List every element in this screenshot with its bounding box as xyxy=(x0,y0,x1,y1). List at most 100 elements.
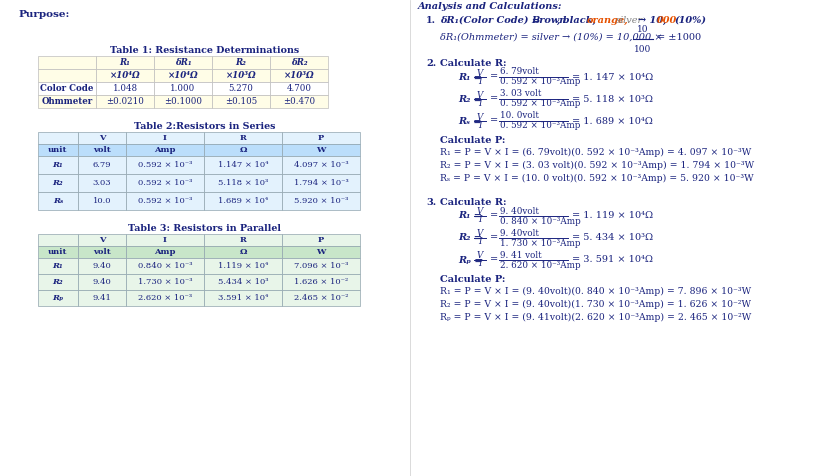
Bar xyxy=(204,132,282,144)
Bar xyxy=(96,69,154,82)
Text: 4.097 × 10⁻³: 4.097 × 10⁻³ xyxy=(294,161,348,169)
Text: 5.434 × 10³: 5.434 × 10³ xyxy=(218,278,268,286)
Text: Table 1: Resistance Determinations: Table 1: Resistance Determinations xyxy=(111,46,299,55)
Text: I: I xyxy=(163,134,167,142)
Text: V: V xyxy=(477,90,483,99)
Bar xyxy=(282,258,360,274)
Text: 2.: 2. xyxy=(426,59,436,68)
Text: P: P xyxy=(318,236,324,244)
Text: 3.03: 3.03 xyxy=(92,179,111,187)
Bar xyxy=(126,174,204,192)
Text: 1.794 × 10⁻³: 1.794 × 10⁻³ xyxy=(294,179,348,187)
Text: 1.147 × 10⁴: 1.147 × 10⁴ xyxy=(218,161,268,169)
Text: 3. 03 volt: 3. 03 volt xyxy=(500,89,541,99)
Bar xyxy=(96,56,154,69)
Text: 0. 592 × 10⁻³Amp: 0. 592 × 10⁻³Amp xyxy=(500,78,580,87)
Bar xyxy=(282,144,360,156)
Text: V: V xyxy=(99,236,106,244)
Bar xyxy=(282,234,360,246)
Text: Analysis and Calculations:: Analysis and Calculations: xyxy=(418,2,563,11)
Text: I: I xyxy=(478,77,482,86)
Text: 1.689 × 10⁴: 1.689 × 10⁴ xyxy=(218,197,268,205)
Bar xyxy=(282,246,360,258)
Bar xyxy=(204,174,282,192)
Text: V: V xyxy=(477,229,483,238)
Text: Ohmmeter: Ohmmeter xyxy=(41,97,92,106)
Text: =: = xyxy=(490,234,498,242)
Text: P: P xyxy=(318,134,324,142)
Text: δR₁: δR₁ xyxy=(175,58,191,67)
Text: ×10³Ω: ×10³Ω xyxy=(226,71,257,80)
Text: 0. 840 × 10⁻³Amp: 0. 840 × 10⁻³Amp xyxy=(500,217,581,226)
Text: R₂: R₂ xyxy=(236,58,247,67)
Text: 6.79: 6.79 xyxy=(92,161,111,169)
Bar xyxy=(204,234,282,246)
Text: silver: silver xyxy=(616,16,644,25)
Bar xyxy=(212,69,270,82)
Text: 1.626 × 10⁻²: 1.626 × 10⁻² xyxy=(294,278,348,286)
Bar xyxy=(78,192,126,210)
Bar xyxy=(270,95,328,108)
Text: 9. 40volt: 9. 40volt xyxy=(500,228,539,238)
Text: R₂ =: R₂ = xyxy=(458,95,482,103)
Bar xyxy=(38,95,96,108)
Bar xyxy=(204,156,282,174)
Text: 7.096 × 10⁻³: 7.096 × 10⁻³ xyxy=(294,262,348,270)
Text: I: I xyxy=(478,120,482,129)
Bar xyxy=(126,192,204,210)
Text: R₁: R₁ xyxy=(53,161,64,169)
Text: W: W xyxy=(316,146,326,154)
Bar xyxy=(38,144,78,156)
Bar xyxy=(154,82,212,95)
Text: = 5. 118 × 10³Ω: = 5. 118 × 10³Ω xyxy=(572,95,653,103)
Text: 9. 40volt: 9. 40volt xyxy=(500,207,539,216)
Text: Table 2:Resistors in Series: Table 2:Resistors in Series xyxy=(134,122,276,131)
Text: V: V xyxy=(477,69,483,78)
Text: Table 3: Resistors in Parallel: Table 3: Resistors in Parallel xyxy=(129,224,281,233)
Text: I: I xyxy=(478,238,482,247)
Text: 1.000: 1.000 xyxy=(171,84,196,93)
Bar xyxy=(126,290,204,306)
Bar xyxy=(154,56,212,69)
Text: R: R xyxy=(239,236,247,244)
Text: V: V xyxy=(477,112,483,121)
Bar xyxy=(126,234,204,246)
Bar xyxy=(38,192,78,210)
Bar xyxy=(78,132,126,144)
Text: I: I xyxy=(478,216,482,225)
Text: 0.592 × 10⁻³: 0.592 × 10⁻³ xyxy=(138,161,192,169)
Bar xyxy=(38,258,78,274)
Bar xyxy=(78,174,126,192)
Text: W: W xyxy=(316,248,326,256)
Bar xyxy=(78,290,126,306)
Text: ×10³Ω: ×10³Ω xyxy=(284,71,314,80)
Text: ×10⁴Ω: ×10⁴Ω xyxy=(167,71,198,80)
Bar xyxy=(204,258,282,274)
Bar xyxy=(204,144,282,156)
Bar xyxy=(282,174,360,192)
Text: V: V xyxy=(99,134,106,142)
Bar xyxy=(126,274,204,290)
Text: 2.620 × 10⁻³: 2.620 × 10⁻³ xyxy=(138,294,192,302)
Text: 0.592 × 10⁻³: 0.592 × 10⁻³ xyxy=(138,179,192,187)
Text: , black,: , black, xyxy=(556,16,596,25)
Text: volt: volt xyxy=(93,248,111,256)
Bar xyxy=(38,246,78,258)
Text: Calculate R:: Calculate R: xyxy=(440,198,507,207)
Text: orange,: orange, xyxy=(587,16,629,25)
Text: R₂: R₂ xyxy=(53,179,64,187)
Bar xyxy=(78,246,126,258)
Text: =: = xyxy=(490,117,498,126)
Text: Rₚ =: Rₚ = xyxy=(458,256,483,265)
Text: I: I xyxy=(478,99,482,108)
Bar xyxy=(270,69,328,82)
Text: R₂ = P = V × I = (3. 03 volt)(0. 592 × 10⁻³Amp) = 1. 794 × 10⁻³W: R₂ = P = V × I = (3. 03 volt)(0. 592 × 1… xyxy=(440,161,754,170)
Text: R₂: R₂ xyxy=(53,278,64,286)
Bar xyxy=(282,156,360,174)
Text: 10: 10 xyxy=(637,25,648,34)
Bar xyxy=(270,82,328,95)
Text: =: = xyxy=(490,256,498,265)
Bar xyxy=(78,274,126,290)
Bar xyxy=(282,274,360,290)
Text: R₁ =: R₁ = xyxy=(458,72,482,81)
